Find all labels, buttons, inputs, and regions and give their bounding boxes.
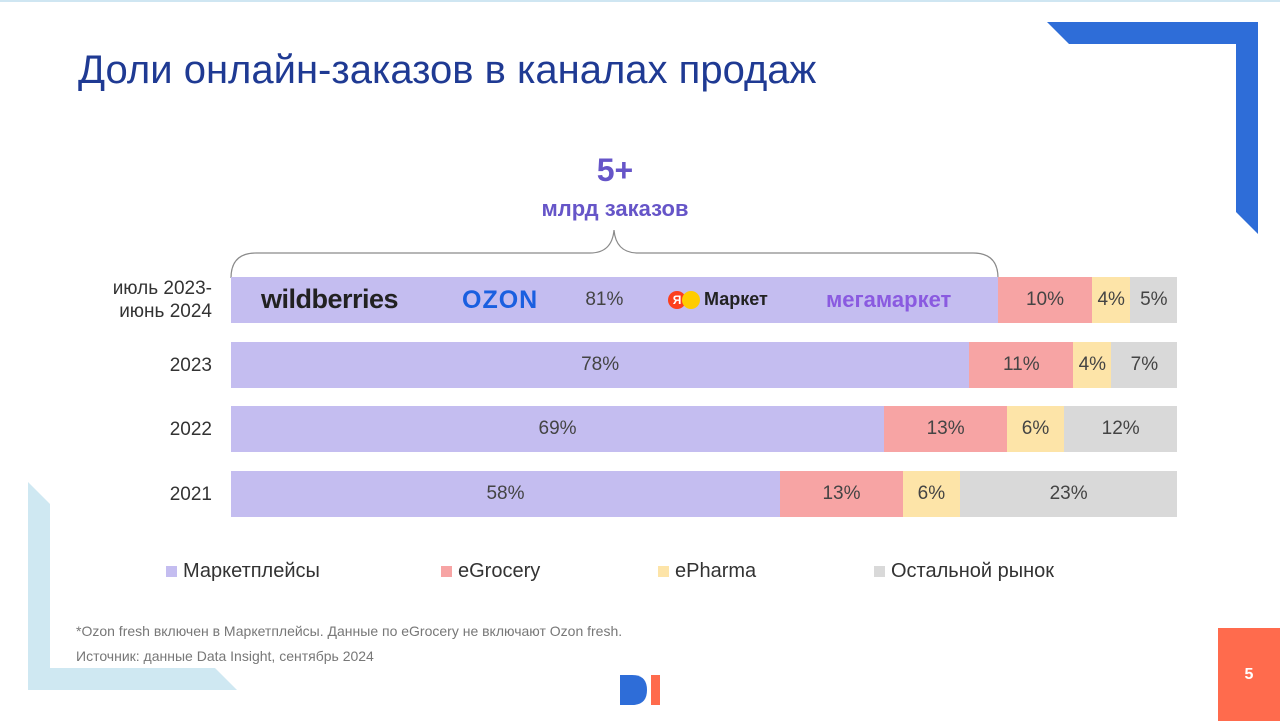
data-label: 11% xyxy=(1003,354,1040,375)
category-label: 2021 xyxy=(169,483,212,505)
top-rule xyxy=(0,0,1280,2)
yandex-icon: Я xyxy=(668,290,686,309)
legend-swatch xyxy=(166,566,177,577)
wildberries-logo: wildberries xyxy=(261,284,399,315)
legend-label: Маркетплейсы xyxy=(183,560,320,582)
data-label: 12% xyxy=(1101,418,1140,439)
data-label: 13% xyxy=(822,483,861,504)
legend-item-marketplaces: Маркетплейсы xyxy=(166,560,320,583)
data-label: 10% xyxy=(1025,289,1064,310)
bar-segment: 23% xyxy=(959,471,1178,517)
bar-segment: 11% xyxy=(969,342,1074,388)
data-label: 6% xyxy=(1021,418,1050,439)
bar-segment: 12% xyxy=(1063,406,1178,452)
category-label: 2022 xyxy=(169,418,212,440)
callout-text: млрд заказов xyxy=(541,196,689,221)
bar-row: 58% 13% 6% 23% xyxy=(231,471,1178,517)
data-label: 13% xyxy=(926,418,965,439)
category-label: 2023 xyxy=(169,354,212,376)
category-label: июль 2023- июнь 2024 xyxy=(112,278,212,322)
bar-segment: 6% xyxy=(903,471,960,517)
data-label: 69% xyxy=(538,418,577,439)
legend-swatch xyxy=(658,566,669,577)
data-label: 6% xyxy=(917,483,946,504)
megamarket-logo: мегамаркет xyxy=(826,287,951,313)
callout-value: 5+ xyxy=(596,152,634,188)
bar-segment: 4% xyxy=(1073,342,1112,388)
megamarket-logo-text: мегамаркет xyxy=(826,287,952,312)
legend-item-egrocery: eGrocery xyxy=(441,560,540,583)
market-icon xyxy=(682,290,700,309)
legend-swatch xyxy=(874,566,885,577)
bar-segment: 7% xyxy=(1111,342,1178,388)
legend-item-epharma: ePharma xyxy=(658,560,756,583)
bar-segment: 69% xyxy=(231,406,885,452)
legend-label: Остальной рынок xyxy=(891,560,1055,582)
bar-segment: 13% xyxy=(779,471,903,517)
footnote: *Ozon fresh включен в Маркетплейсы. Данн… xyxy=(76,623,623,639)
bar-segment: 10% xyxy=(997,277,1093,323)
bar-row: 81% 10% 4% 5% xyxy=(231,277,1178,323)
page-number: 5 xyxy=(1218,628,1280,721)
yandex-market-logo-text: Маркет xyxy=(704,289,768,309)
bar-row: 69% 13% 6% 12% xyxy=(231,406,1178,452)
data-label: 58% xyxy=(486,483,525,504)
page-title: Доли онлайн-заказов в каналах продаж xyxy=(78,48,817,92)
data-label: 23% xyxy=(1049,483,1088,504)
source-note: Источник: данные Data Insight, сентябрь … xyxy=(76,648,374,664)
bar-segment: 78% xyxy=(231,342,970,388)
data-label: 4% xyxy=(1097,289,1125,310)
ozon-logo-text: OZON xyxy=(462,286,539,314)
bar-segment: 4% xyxy=(1092,277,1131,323)
bar-segment: 5% xyxy=(1130,277,1178,323)
bar-segment: 13% xyxy=(884,406,1008,452)
bar-segment: 81% xyxy=(231,277,998,323)
legend-swatch xyxy=(441,566,452,577)
data-label: 7% xyxy=(1130,354,1159,375)
data-label: 4% xyxy=(1078,354,1107,375)
bar-segment: 6% xyxy=(1007,406,1064,452)
data-insight-logo-icon xyxy=(620,675,660,705)
yandex-market-logo: Я Маркет xyxy=(668,289,768,310)
data-insight-logo xyxy=(620,675,664,705)
wildberries-logo-text: wildberries xyxy=(261,284,399,314)
legend-item-other: Остальной рынок xyxy=(874,560,1054,583)
data-label: 5% xyxy=(1140,289,1168,310)
bar-row: 78% 11% 4% 7% xyxy=(231,342,1178,388)
bar-segment: 58% xyxy=(231,471,780,517)
data-label: 81% xyxy=(585,289,624,310)
legend-label: ePharma xyxy=(675,560,757,582)
data-label: 78% xyxy=(581,354,620,375)
ozon-logo: OZON xyxy=(462,286,538,315)
legend-label: eGrocery xyxy=(458,560,541,582)
